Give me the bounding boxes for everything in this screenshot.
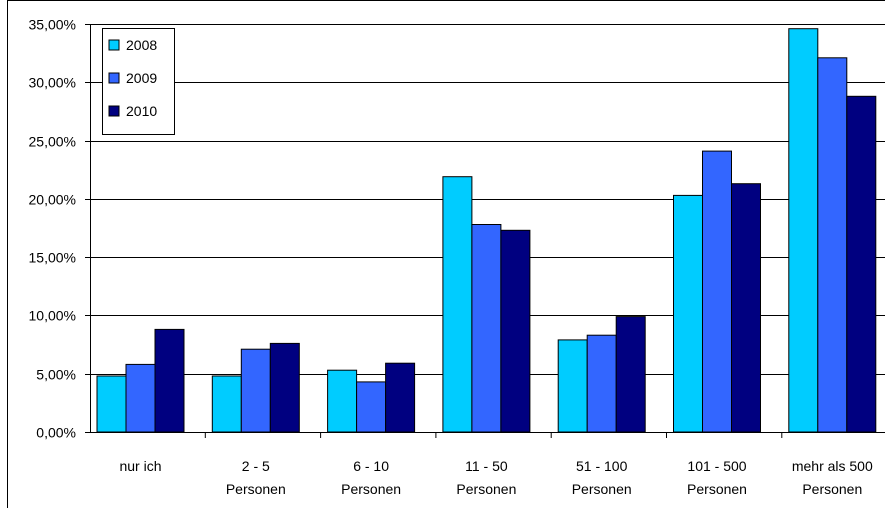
bar-2008-1: [211, 375, 242, 433]
y-tick-label: 25,00%: [29, 134, 76, 150]
y-tick-label: 20,00%: [29, 192, 76, 208]
x-tick-label: Personen: [802, 481, 862, 497]
bars: [96, 28, 877, 433]
bar-2008-5: [673, 194, 703, 433]
x-tick-label: 101 - 500: [687, 458, 746, 474]
bar-2010-3: [500, 229, 531, 433]
axes: [7, 0, 885, 508]
x-tick-label: 51 - 100: [576, 458, 628, 474]
bar-2008-6: [788, 28, 819, 433]
legend-swatch-2008: [108, 39, 120, 51]
x-tick-label: Personen: [687, 481, 747, 497]
y-tick-label: 35,00%: [29, 17, 76, 33]
bar-2009-5: [702, 150, 732, 433]
x-tick-label: 11 - 50: [465, 458, 508, 474]
bar-2008-0: [96, 375, 127, 433]
bar-2009-3: [471, 224, 502, 433]
legend-label: 2008: [126, 37, 157, 53]
x-tick-label: nur ich: [119, 458, 161, 474]
legend: 2008 2009 2010: [102, 28, 175, 135]
x-tick-label: 2 - 5: [242, 458, 270, 474]
bar-2009-2: [356, 381, 387, 433]
y-tick-label: 10,00%: [29, 308, 76, 324]
y-tick-label: 5,00%: [36, 367, 76, 383]
bar-2009-6: [817, 57, 848, 433]
x-tick-label: Personen: [226, 481, 286, 497]
bar-2010-1: [269, 342, 300, 433]
bar-2008-2: [327, 369, 358, 433]
bar-2010-6: [846, 95, 877, 433]
x-tick-label: Personen: [341, 481, 401, 497]
bar-2010-2: [385, 362, 416, 433]
legend-label: 2010: [126, 103, 157, 119]
x-tick-label: 6 - 10: [353, 458, 389, 474]
bar-2009-1: [240, 348, 271, 433]
bar-2010-5: [731, 183, 761, 433]
y-tick-label: 0,00%: [36, 425, 76, 441]
x-tick-label: mehr als 500: [792, 458, 873, 474]
bar-2010-0: [154, 328, 185, 433]
y-tick-labels: 0,00% 5,00% 10,00% 15,00% 20,00% 25,00% 30,00%…: [29, 17, 76, 441]
bar-2009-0: [125, 363, 156, 433]
x-tick-labels: nur ich 2 - 5 Personen 6 - 10 Personen 11 - 5…: [119, 458, 872, 497]
bar-2010-4: [615, 316, 646, 433]
x-tick-label: Personen: [456, 481, 516, 497]
bar-2009-4: [586, 334, 617, 433]
x-tick-label: Personen: [572, 481, 632, 497]
y-tick-label: 30,00%: [29, 75, 76, 91]
legend-swatch-2010: [108, 105, 120, 117]
bar-2008-3: [442, 176, 473, 433]
legend-label: 2009: [126, 70, 157, 86]
y-tick-label: 15,00%: [29, 250, 76, 266]
bar-2008-4: [557, 339, 588, 433]
legend-swatch-2009: [108, 72, 120, 84]
